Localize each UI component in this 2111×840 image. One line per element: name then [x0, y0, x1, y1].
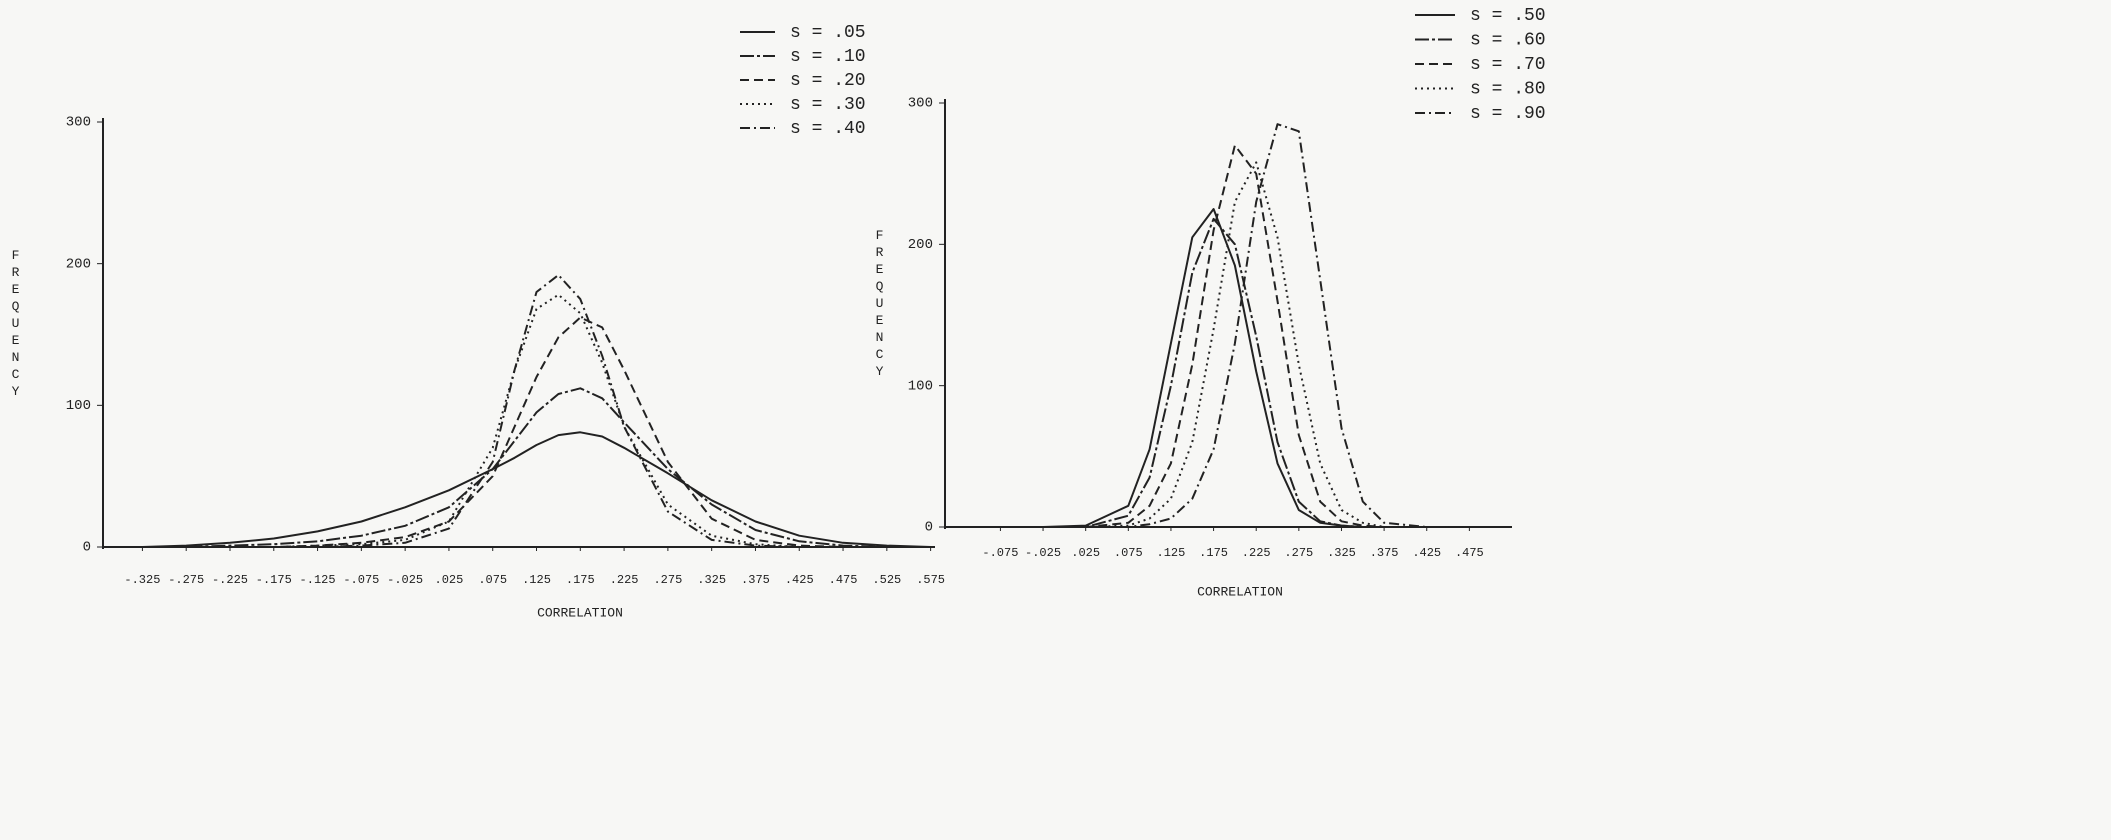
series-line: [1000, 161, 1470, 528]
series-line: [142, 387, 931, 548]
x-tick-label: -.025: [1025, 546, 1061, 560]
x-tick-label: -.075: [343, 573, 379, 587]
series-line: [1000, 123, 1470, 528]
x-tick-label: .425: [1412, 546, 1441, 560]
x-tick-label: .575: [916, 573, 945, 587]
y-tick-label: 100: [66, 398, 91, 414]
series-line: [1000, 217, 1470, 528]
x-tick-label: .025: [435, 573, 464, 587]
legend-label: s = .80: [1470, 79, 1546, 99]
series-line: [142, 316, 931, 548]
y-tick-label: 300: [66, 115, 91, 131]
series-line: [142, 274, 931, 548]
x-tick-label: .375: [1370, 546, 1399, 560]
x-tick-label: .275: [1284, 546, 1313, 560]
y-tick-label: 100: [908, 378, 933, 394]
legend-label: s = .05: [790, 23, 866, 43]
series-line: [142, 293, 931, 548]
x-tick-label: .125: [522, 573, 551, 587]
x-tick-label: -.125: [300, 573, 336, 587]
x-tick-label: -.325: [124, 573, 160, 587]
legend-label: s = .60: [1470, 30, 1546, 50]
x-tick-label: .225: [1242, 546, 1271, 560]
y-tick-label: 200: [908, 237, 933, 253]
x-tick-label: .325: [1327, 546, 1356, 560]
x-tick-label: .375: [741, 573, 770, 587]
series-line: [1000, 144, 1470, 528]
y-tick-label: 0: [83, 540, 91, 556]
y-axis-label: FREQUENCY: [872, 228, 887, 381]
legend-label: s = .90: [1470, 104, 1546, 124]
legend-label: s = .10: [790, 47, 866, 67]
x-axis-label: CORRELATION: [1197, 584, 1283, 599]
legend-label: s = .70: [1470, 55, 1546, 75]
x-tick-label: .075: [478, 573, 507, 587]
x-tick-label: .225: [610, 573, 639, 587]
y-tick-label: 0: [925, 520, 933, 536]
legend-label: s = .50: [1470, 6, 1546, 26]
x-axis-label: CORRELATION: [537, 605, 623, 620]
legend-label: s = .30: [790, 95, 866, 115]
x-tick-label: .525: [872, 573, 901, 587]
x-tick-label: .075: [1114, 546, 1143, 560]
x-tick-label: .275: [653, 573, 682, 587]
x-tick-label: .175: [1199, 546, 1228, 560]
x-tick-label: .175: [566, 573, 595, 587]
x-tick-label: -.175: [256, 573, 292, 587]
x-tick-label: .025: [1071, 546, 1100, 560]
x-tick-label: .475: [829, 573, 858, 587]
x-tick-label: .325: [697, 573, 726, 587]
x-tick-label: -.225: [212, 573, 248, 587]
x-tick-label: -.075: [982, 546, 1018, 560]
x-tick-label: .125: [1157, 546, 1186, 560]
x-tick-label: .475: [1455, 546, 1484, 560]
legend-label: s = .20: [790, 71, 866, 91]
x-tick-label: -.275: [168, 573, 204, 587]
y-tick-label: 300: [908, 96, 933, 112]
y-axis-label: FREQUENCY: [8, 248, 23, 401]
series-line: [1000, 208, 1470, 528]
x-tick-label: -.025: [387, 573, 423, 587]
y-tick-label: 200: [66, 256, 91, 272]
series-line: [142, 431, 931, 548]
x-tick-label: .425: [785, 573, 814, 587]
legend-label: s = .40: [790, 119, 866, 139]
